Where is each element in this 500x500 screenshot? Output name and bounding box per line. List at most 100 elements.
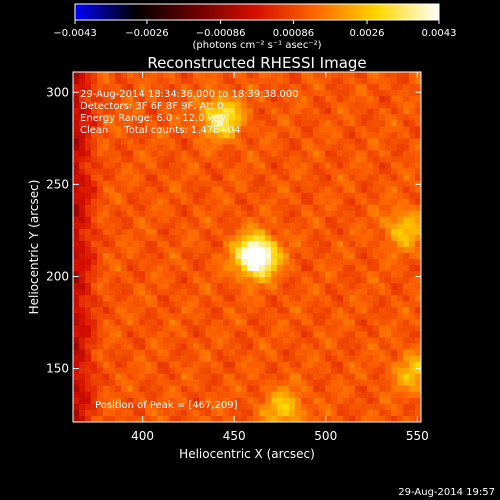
heatmap-pixel [265,271,272,278]
heatmap-pixel [193,114,200,121]
heatmap-pixel [385,162,392,170]
heatmap-pixel [223,349,230,357]
heatmap-pixel [313,391,320,399]
heatmap-pixel [247,295,254,302]
heatmap-pixel [103,337,110,345]
heatmap-pixel [181,313,188,321]
heatmap-pixel [151,331,158,339]
heatmap-pixel [319,114,326,121]
heatmap-pixel [145,277,152,284]
heatmap-pixel [271,289,278,296]
heatmap-pixel [199,78,206,85]
heatmap-pixel [409,409,416,417]
heatmap-pixel [91,96,98,103]
heatmap-pixel [145,415,152,422]
heatmap-pixel [109,253,116,260]
heatmap-pixel [163,102,170,109]
heatmap-pixel [355,253,362,260]
heatmap-pixel [397,234,404,242]
heatmap-pixel [289,361,296,369]
heatmap-pixel [337,102,344,109]
heatmap-pixel [223,403,230,411]
heatmap-pixel [319,78,326,85]
heatmap-pixel [277,337,284,345]
heatmap-pixel [205,259,212,266]
heatmap-pixel [313,132,320,139]
heatmap-pixel [283,307,290,314]
heatmap-pixel [139,277,146,284]
heatmap-pixel [133,102,140,109]
heatmap-pixel [367,126,374,133]
heatmap-pixel [199,186,206,194]
heatmap-pixel [307,331,314,339]
heatmap-pixel [397,186,404,194]
heatmap-pixel [103,301,110,308]
heatmap-pixel [115,168,122,176]
heatmap-pixel [373,186,380,194]
heatmap-pixel [397,162,404,170]
heatmap-pixel [283,126,290,133]
heatmap-pixel [361,78,368,85]
heatmap-pixel [385,192,392,200]
heatmap-pixel [133,228,140,236]
heatmap-pixel [73,114,80,121]
heatmap-pixel [169,90,176,97]
heatmap-pixel [133,198,140,206]
heatmap-pixel [103,84,110,91]
heatmap-pixel [139,234,146,242]
heatmap-pixel [337,415,344,422]
heatmap-pixel [91,168,98,176]
heatmap-pixel [397,379,404,387]
heatmap-pixel [187,156,194,164]
heatmap-pixel [79,337,86,345]
heatmap-pixel [103,349,110,357]
heatmap-pixel [289,234,296,242]
heatmap-pixel [103,271,110,278]
heatmap-pixel [337,397,344,405]
heatmap-pixel [307,168,314,176]
heatmap-pixel [355,174,362,182]
heatmap-pixel [319,373,326,381]
heatmap-pixel [169,397,176,405]
heatmap-pixel [163,379,170,387]
heatmap-pixel [361,72,368,79]
heatmap-pixel [271,186,278,194]
heatmap-pixel [307,234,314,242]
heatmap-pixel [265,216,272,224]
heatmap-pixel [325,168,332,176]
heatmap-pixel [199,361,206,369]
heatmap-pixel [319,301,326,308]
heatmap-pixel [391,222,398,230]
heatmap-pixel [397,349,404,357]
heatmap-pixel [337,72,344,79]
heatmap-pixel [325,301,332,308]
heatmap-pixel [373,228,380,236]
heatmap-pixel [151,385,158,393]
heatmap-pixel [397,216,404,224]
heatmap-pixel [349,325,356,333]
heatmap-pixel [385,313,392,321]
heatmap-pixel [85,415,92,422]
heatmap-pixel [385,409,392,417]
heatmap-pixel [241,259,248,266]
heatmap-pixel [79,409,86,417]
plot-area [73,72,421,422]
heatmap-pixel [211,114,218,121]
heatmap-pixel [391,277,398,284]
heatmap-pixel [289,319,296,327]
heatmap-pixel [145,319,152,327]
heatmap-pixel [343,355,350,363]
heatmap-pixel [139,349,146,357]
heatmap-pixel [295,289,302,296]
heatmap-pixel [361,132,368,139]
heatmap-pixel [301,108,308,115]
heatmap-pixel [259,367,266,375]
heatmap-pixel [403,301,410,308]
heatmap-pixel [115,210,122,218]
heatmap-pixel [319,156,326,164]
heatmap-pixel [187,307,194,314]
heatmap-pixel [109,204,116,212]
heatmap-pixel [223,247,230,254]
heatmap-pixel [169,325,176,333]
heatmap-pixel [391,319,398,327]
